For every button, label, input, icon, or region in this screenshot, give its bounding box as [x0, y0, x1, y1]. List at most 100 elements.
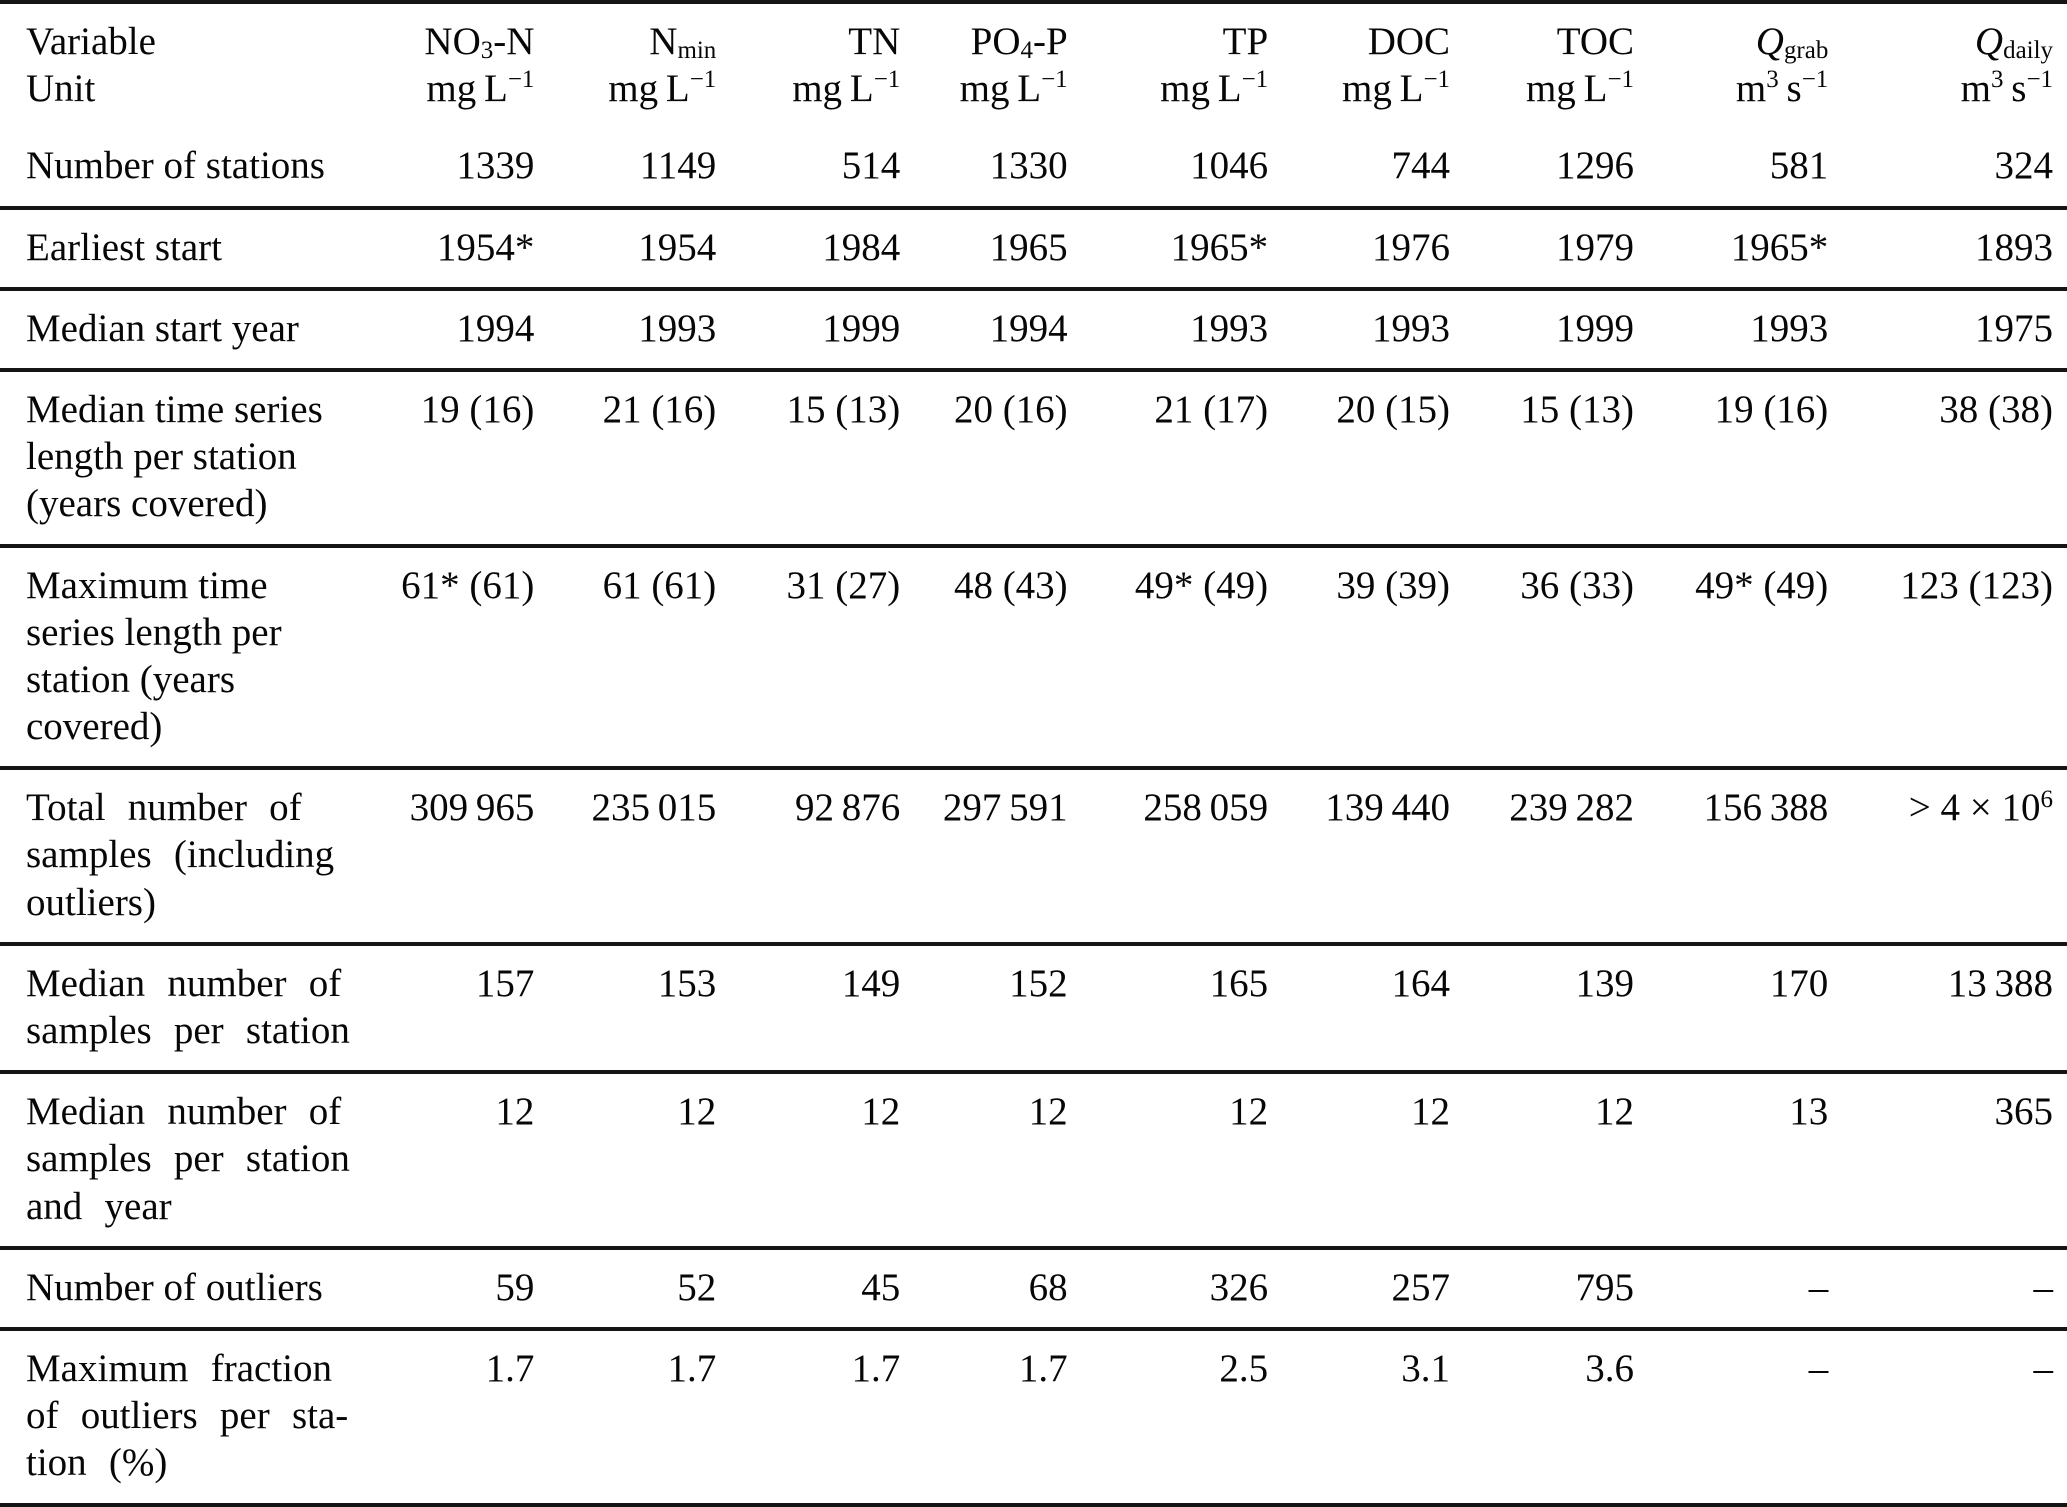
table-cell: 581: [1769, 144, 1829, 188]
table-cell: 1046: [1190, 144, 1269, 188]
table-cell: 12: [495, 1090, 535, 1134]
table-row: Number of outliers 59 52 45 68 326 257 795 – –: [0, 1248, 2067, 1329]
table-cell: 164: [1391, 961, 1451, 1005]
variable-unit: m3 s−1: [1960, 66, 2053, 111]
table-row: Median time series length per station (y…: [0, 370, 2067, 546]
table-cell: 795: [1575, 1265, 1635, 1309]
table-cell: 39 (39): [1336, 563, 1451, 607]
table-cell: 1954*: [436, 225, 535, 269]
table-cell: 1149: [639, 144, 717, 188]
variable-name: Qgrab: [1755, 20, 1829, 65]
table-cell: 1893: [1975, 225, 2053, 269]
row-label-text: Number of stations: [26, 144, 325, 188]
table-cell: 49* (49): [1695, 563, 1829, 607]
table-cell: 156 388: [1703, 786, 1829, 830]
row-label-text: Median start year: [26, 306, 299, 350]
column-header-TOC: TOC mg L−1: [1453, 2, 1637, 128]
variable-unit: m3 s−1: [1735, 66, 1829, 111]
table-cell: 514: [841, 144, 901, 188]
table-cell: 13: [1789, 1090, 1829, 1134]
table-cell: 258 059: [1143, 786, 1269, 830]
row-label-text: Earliest start: [26, 225, 223, 269]
table-cell: 45: [861, 1265, 901, 1309]
table-cell: 12: [1411, 1090, 1451, 1134]
table-cell: 68: [1028, 1265, 1068, 1309]
column-header-TP: TP mg L−1: [1071, 2, 1271, 128]
variable-name: Nmin: [649, 20, 717, 65]
variable-name: TP: [1222, 20, 1269, 63]
table-cell: 48 (43): [953, 563, 1068, 607]
variable-unit-header: Variable Unit: [0, 2, 372, 128]
variable-name: TOC: [1556, 20, 1634, 63]
table-cell: 1999: [822, 306, 901, 350]
table-cell: 12: [1229, 1090, 1269, 1134]
row-label-text: Total number of samples (including outli…: [26, 786, 335, 924]
table-cell: 20 (16): [953, 387, 1068, 431]
table-cell: 2.5: [1219, 1346, 1269, 1390]
row-label-text: Maximum time series length per station (…: [26, 563, 282, 749]
row-label: Total number of samples (including outli…: [0, 768, 372, 944]
table-cell: 744: [1391, 144, 1451, 188]
table-cell: 170: [1769, 961, 1829, 1005]
table-cell: –: [2033, 1346, 2054, 1390]
table-cell: 152: [1009, 961, 1068, 1005]
table-row: Earliest start 1954* 1954 1984 1965 1965* 1976…: [0, 208, 2067, 289]
row-label: Number of outliers: [0, 1248, 372, 1329]
column-header-PO4-P: PO4-P mg L−1: [903, 2, 1070, 128]
table-row: Median number of samples per station and…: [0, 1072, 2067, 1248]
table-cell: –: [1808, 1346, 1829, 1390]
variable-name: DOC: [1367, 20, 1451, 63]
table-cell: 365: [1994, 1090, 2054, 1134]
table-cell: 1330: [989, 144, 1068, 188]
row-label-text: Maximum fraction of outliers per sta- ti…: [26, 1346, 349, 1485]
table-cell: 309 965: [409, 786, 535, 830]
table-cell: 239 282: [1509, 786, 1634, 830]
table-cell: 61* (61): [401, 563, 535, 607]
table-cell: 21 (16): [602, 387, 717, 431]
table-cell: –: [1808, 1265, 1829, 1309]
table-cell: 49* (49): [1134, 563, 1269, 607]
table-cell: 1965: [989, 225, 1068, 269]
row-label-text: Median time series length per station (y…: [26, 387, 323, 526]
column-header-Nmin: Nmin mg L−1: [537, 2, 719, 128]
row-label: Median number of samples per station: [0, 944, 372, 1072]
variable-name: PO4-P: [970, 20, 1068, 65]
table-cell: 235 015: [591, 786, 717, 830]
table-cell: 36 (33): [1520, 563, 1634, 607]
table-cell: 1.7: [667, 1346, 717, 1390]
table-cell: 297 591: [942, 786, 1068, 830]
table-cell: 1975: [1975, 306, 2053, 350]
table-cell: 165: [1209, 961, 1269, 1005]
table-cell: 20 (15): [1336, 387, 1451, 431]
table-cell: 1993: [1750, 306, 1829, 350]
table-row: Maximum fraction of outliers per sta- ti…: [0, 1329, 2067, 1505]
table-cell: 157: [475, 961, 535, 1005]
table-cell: 13 388: [1947, 961, 2053, 1005]
table-row: Total number of samples (including outli…: [0, 768, 2067, 944]
table-cell: > 4 × 106: [1908, 785, 2053, 830]
table-cell: 12: [1028, 1090, 1068, 1134]
table-header-row: Variable Unit NO3-N mg L−1 Nmin mg L−1 TN mg L…: [0, 2, 2067, 128]
table-cell: 1965*: [1170, 225, 1269, 269]
variable-unit: mg L−1: [792, 66, 901, 111]
column-header-Qdaily: Qdaily m3 s−1: [1831, 2, 2067, 128]
variable-name: TN: [848, 20, 901, 63]
variable-name: NO3-N: [424, 20, 535, 65]
table-cell: 12: [1595, 1090, 1634, 1134]
table-cell: 3.1: [1401, 1346, 1451, 1390]
table-cell: 123 (123): [1900, 563, 2053, 607]
table-row: Number of stations 1339 1149 514 1330 1046 744…: [0, 128, 2067, 208]
variable-unit: mg L−1: [426, 66, 535, 111]
table-cell: –: [2033, 1265, 2054, 1309]
table-cell: 1965*: [1730, 225, 1829, 269]
table-cell: 153: [657, 961, 717, 1005]
table-cell: 326: [1209, 1265, 1269, 1309]
table-cell: 324: [1994, 144, 2054, 188]
variable-name: Qdaily: [1974, 20, 2053, 65]
table-cell: 1984: [822, 225, 901, 269]
variable-unit: mg L−1: [1160, 66, 1269, 111]
row-label: Median number of samples per station and…: [0, 1072, 372, 1248]
table-cell: 1994: [989, 306, 1068, 350]
